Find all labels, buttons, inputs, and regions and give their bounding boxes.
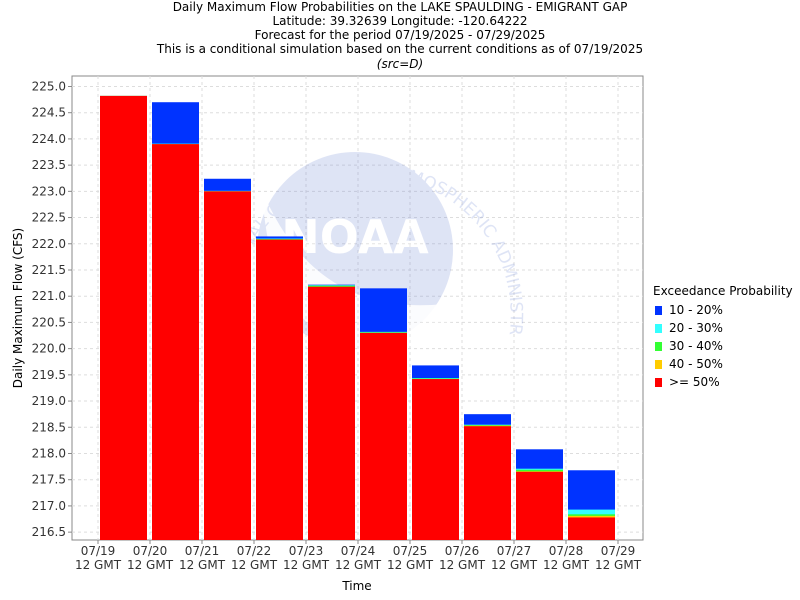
bar-segment — [516, 471, 563, 540]
x-tick-label: 07/19 — [81, 544, 116, 558]
x-tick-label: 07/25 — [393, 544, 428, 558]
legend-item: 30 - 40% — [655, 337, 793, 355]
x-tick-sublabel: 12 GMT — [75, 558, 122, 572]
legend-swatch — [655, 323, 662, 333]
x-tick-label: 07/28 — [549, 544, 584, 558]
x-tick-label: 07/21 — [185, 544, 220, 558]
x-tick-sublabel: 12 GMT — [283, 558, 330, 572]
y-axis-label: Daily Maximum Flow (CFS) — [11, 228, 25, 388]
bar-segment — [464, 426, 511, 540]
x-tick-sublabel: 12 GMT — [387, 558, 434, 572]
y-axis: 216.5 217.0 217.5 218.0 218.5 219.0 219.5 220.0… — [32, 79, 72, 539]
y-tick-label: 220.0 — [32, 342, 66, 356]
legend-item: 10 - 20% — [655, 301, 793, 319]
legend-label: 10 - 20% — [669, 303, 723, 317]
y-tick-label: 218.5 — [32, 420, 66, 434]
chart-subtitle-conditions: This is a conditional simulation based o… — [156, 42, 644, 56]
y-tick-label: 221.0 — [32, 289, 66, 303]
bar-segment — [360, 332, 407, 540]
x-tick-sublabel: 12 GMT — [543, 558, 590, 572]
legend-swatch — [655, 341, 662, 351]
x-tick-sublabel: 12 GMT — [439, 558, 486, 572]
y-tick-label: 218.0 — [32, 446, 66, 460]
y-tick-label: 216.5 — [32, 525, 66, 539]
y-tick-label: 223.0 — [32, 184, 66, 198]
y-tick-label: 221.5 — [32, 263, 66, 277]
x-tick-sublabel: 12 GMT — [595, 558, 642, 572]
y-tick-label: 219.5 — [32, 368, 66, 382]
x-tick-sublabel: 12 GMT — [335, 558, 382, 572]
legend-item: 40 - 50% — [655, 355, 793, 373]
legend-label: 20 - 30% — [669, 321, 723, 335]
x-tick-sublabel: 12 GMT — [127, 558, 174, 572]
chart-subtitle-source: (src=D) — [376, 57, 424, 71]
x-tick-label: 07/27 — [497, 544, 532, 558]
bar-segment — [256, 239, 303, 541]
y-tick-label: 223.5 — [32, 158, 66, 172]
x-tick-sublabel: 12 GMT — [179, 558, 226, 572]
bar-segment — [152, 144, 199, 540]
y-tick-label: 219.0 — [32, 394, 66, 408]
legend-item: 20 - 30% — [655, 319, 793, 337]
x-tick-label: 07/24 — [341, 544, 376, 558]
x-tick-label: 07/23 — [289, 544, 324, 558]
x-axis-label: Time — [341, 579, 371, 593]
legend-item: >= 50% — [655, 373, 793, 391]
legend-label: >= 50% — [669, 375, 720, 389]
legend-label: 40 - 50% — [669, 357, 723, 371]
legend-swatch — [655, 305, 662, 315]
x-tick-sublabel: 12 GMT — [491, 558, 538, 572]
noaa-watermark-text: NOAA — [281, 210, 429, 264]
chart-subtitle-location: Latitude: 39.32639 Longitude: -120.64222 — [272, 14, 528, 28]
x-tick-label: 07/22 — [237, 544, 272, 558]
legend-swatch — [655, 377, 662, 387]
y-tick-label: 222.5 — [32, 211, 66, 225]
x-tick-label: 07/26 — [445, 544, 480, 558]
chart-subtitle-period: Forecast for the period 07/19/2025 - 07/… — [254, 28, 546, 42]
y-tick-label: 224.0 — [32, 132, 66, 146]
legend-title: Exceedance Probability — [653, 284, 793, 298]
x-tick-label: 07/20 — [133, 544, 168, 558]
bar-segment — [100, 95, 147, 541]
y-tick-label: 220.5 — [32, 315, 66, 329]
y-tick-label: 224.5 — [32, 106, 66, 120]
legend-swatch — [655, 359, 662, 369]
chart-title: Daily Maximum Flow Probabilities on the … — [172, 0, 628, 14]
x-tick-label: 07/29 — [601, 544, 636, 558]
y-tick-label: 222.0 — [32, 237, 66, 251]
bar-segment — [412, 379, 459, 540]
y-tick-label: 217.0 — [32, 499, 66, 513]
x-tick-sublabel: 12 GMT — [231, 558, 278, 572]
bars-group — [100, 95, 615, 541]
y-tick-label: 225.0 — [32, 79, 66, 93]
legend-label: 30 - 40% — [669, 339, 723, 353]
legend: Exceedance Probability 10 - 20% 20 - 30%… — [653, 284, 793, 391]
bar-segment — [204, 191, 251, 540]
y-tick-label: 217.5 — [32, 473, 66, 487]
bar-segment — [568, 517, 615, 540]
bar-segment — [308, 286, 355, 540]
